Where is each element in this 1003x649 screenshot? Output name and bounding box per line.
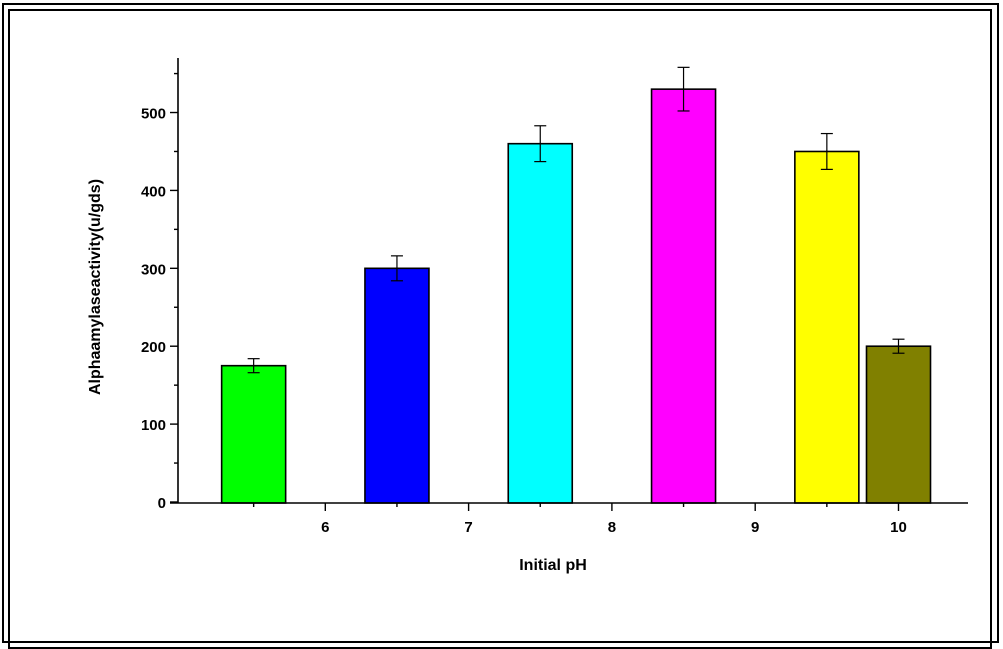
bar-6 <box>865 345 932 504</box>
y-tick-label-200: 200 <box>141 339 166 356</box>
axes-layer: 0 100 200 300 400 500 6 7 8 9 10 <box>141 58 968 536</box>
bars-layer <box>220 66 932 504</box>
bar-chart: 0 100 200 300 400 500 6 7 8 9 10 Initial pH Alphaa… <box>87 58 968 574</box>
y-tick-label-500: 500 <box>141 106 166 123</box>
x-tick-label-9: 9 <box>751 519 759 536</box>
bar-1 <box>220 364 287 504</box>
bar-5 <box>794 150 860 504</box>
x-tick-label-8: 8 <box>608 519 616 536</box>
y-tick-label-300: 300 <box>141 261 166 278</box>
y-tick-label-100: 100 <box>141 417 166 434</box>
y-tick-label-400: 400 <box>141 183 166 200</box>
bar-2 <box>364 267 430 504</box>
y-axis-title: Alphaamylaseactivity(u/gds) <box>87 179 104 395</box>
x-tick-label-6: 6 <box>321 519 329 536</box>
y-tick-label-0: 0 <box>158 495 166 512</box>
bar-3 <box>507 142 574 504</box>
x-axis-title: Initial pH <box>519 557 587 574</box>
x-tick-label-7: 7 <box>464 519 472 536</box>
bar-4 <box>650 88 717 504</box>
x-tick-label-10: 10 <box>890 519 907 536</box>
